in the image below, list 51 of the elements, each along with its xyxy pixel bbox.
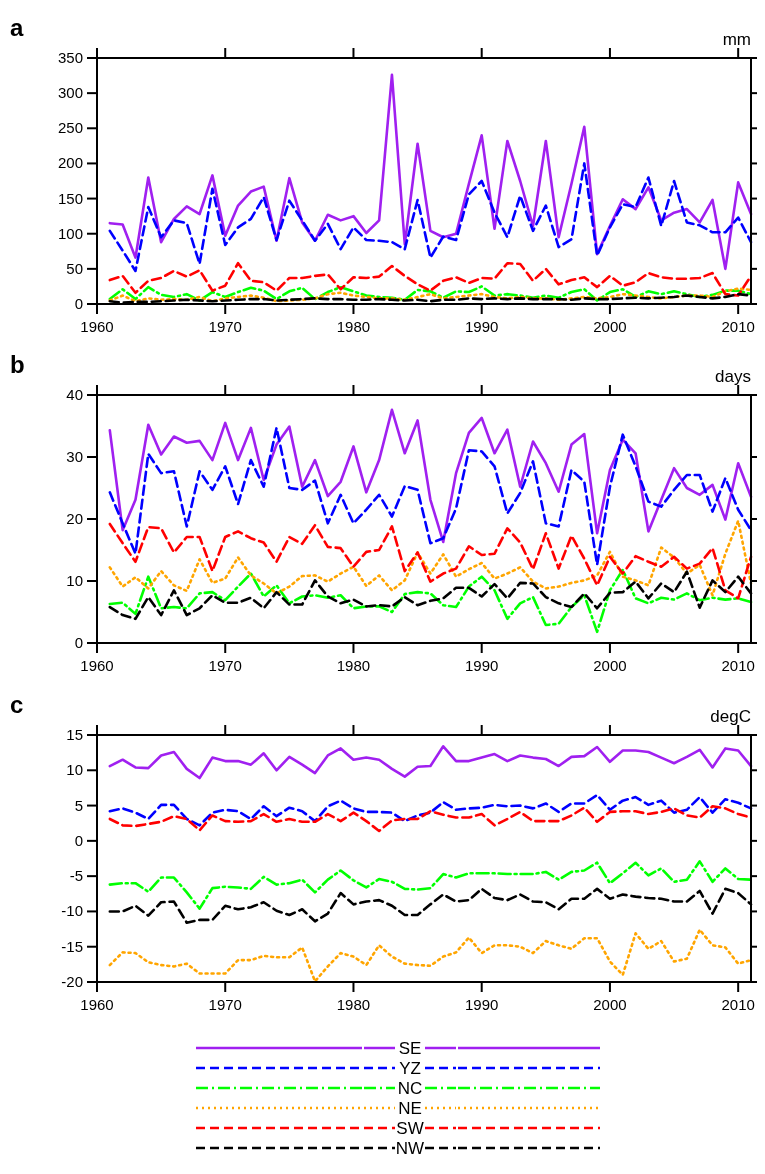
x-tick-label: 2010	[721, 318, 755, 335]
y-tick-label: 0	[74, 831, 83, 849]
x-tick-label: 1990	[465, 318, 499, 335]
legend-label: SW	[396, 1119, 424, 1138]
x-tick-label: 1980	[336, 996, 371, 1013]
y-tick-label: 300	[57, 84, 83, 102]
y-tick-label: 40	[66, 386, 83, 403]
y-tick-label: 250	[57, 119, 83, 137]
x-tick-label: 1960	[80, 996, 114, 1013]
chart-title: c	[10, 691, 24, 718]
legend-label: YZ	[399, 1059, 421, 1078]
x-tick-label: 1970	[208, 996, 242, 1013]
y-tick-label: 350	[57, 49, 83, 66]
x-tick-label: 2000	[593, 657, 627, 674]
x-tick-label: 1980	[336, 657, 371, 674]
y-tick-label: 0	[74, 295, 83, 312]
y-tick-label: 50	[66, 259, 83, 277]
legend-label: NE	[398, 1099, 422, 1118]
x-tick-label: 1970	[208, 318, 242, 335]
x-tick-label: 2000	[593, 318, 627, 335]
x-tick-label: 1980	[336, 318, 371, 335]
x-tick-label: 1960	[80, 318, 114, 335]
chart-title: b	[10, 351, 25, 378]
x-tick-label: 1970	[208, 657, 242, 674]
x-tick-label: 2010	[721, 996, 755, 1013]
y-tick-label: -10	[61, 902, 83, 920]
y-tick-label: 150	[57, 189, 83, 207]
y-tick-label: 20	[66, 510, 83, 527]
y-axis-title: mm	[722, 30, 751, 49]
y-tick-label: 10	[66, 572, 83, 589]
x-tick-label: 1960	[80, 657, 114, 674]
legend-label: SE	[398, 1039, 422, 1058]
y-tick-label: 10	[66, 761, 83, 779]
x-tick-label: 2010	[721, 657, 755, 674]
y-axis-title: degC	[710, 707, 751, 726]
x-tick-label: 2000	[593, 996, 627, 1013]
y-tick-label: 100	[57, 224, 83, 242]
y-tick-label: 15	[66, 726, 83, 743]
x-tick-label: 1990	[465, 657, 499, 674]
y-tick-label: -5	[69, 867, 83, 885]
chart-title: a	[10, 14, 24, 41]
y-tick-label: 5	[74, 796, 83, 814]
x-tick-label: 1990	[465, 996, 499, 1013]
y-tick-label: 0	[74, 634, 83, 651]
y-tick-label: -20	[61, 973, 83, 990]
y-tick-label: 200	[57, 154, 83, 172]
y-tick-label: 30	[66, 448, 83, 465]
legend-label: NC	[397, 1079, 423, 1098]
y-tick-label: -15	[61, 937, 83, 955]
legend-label: NW	[395, 1139, 425, 1158]
y-axis-title: days	[715, 367, 751, 386]
